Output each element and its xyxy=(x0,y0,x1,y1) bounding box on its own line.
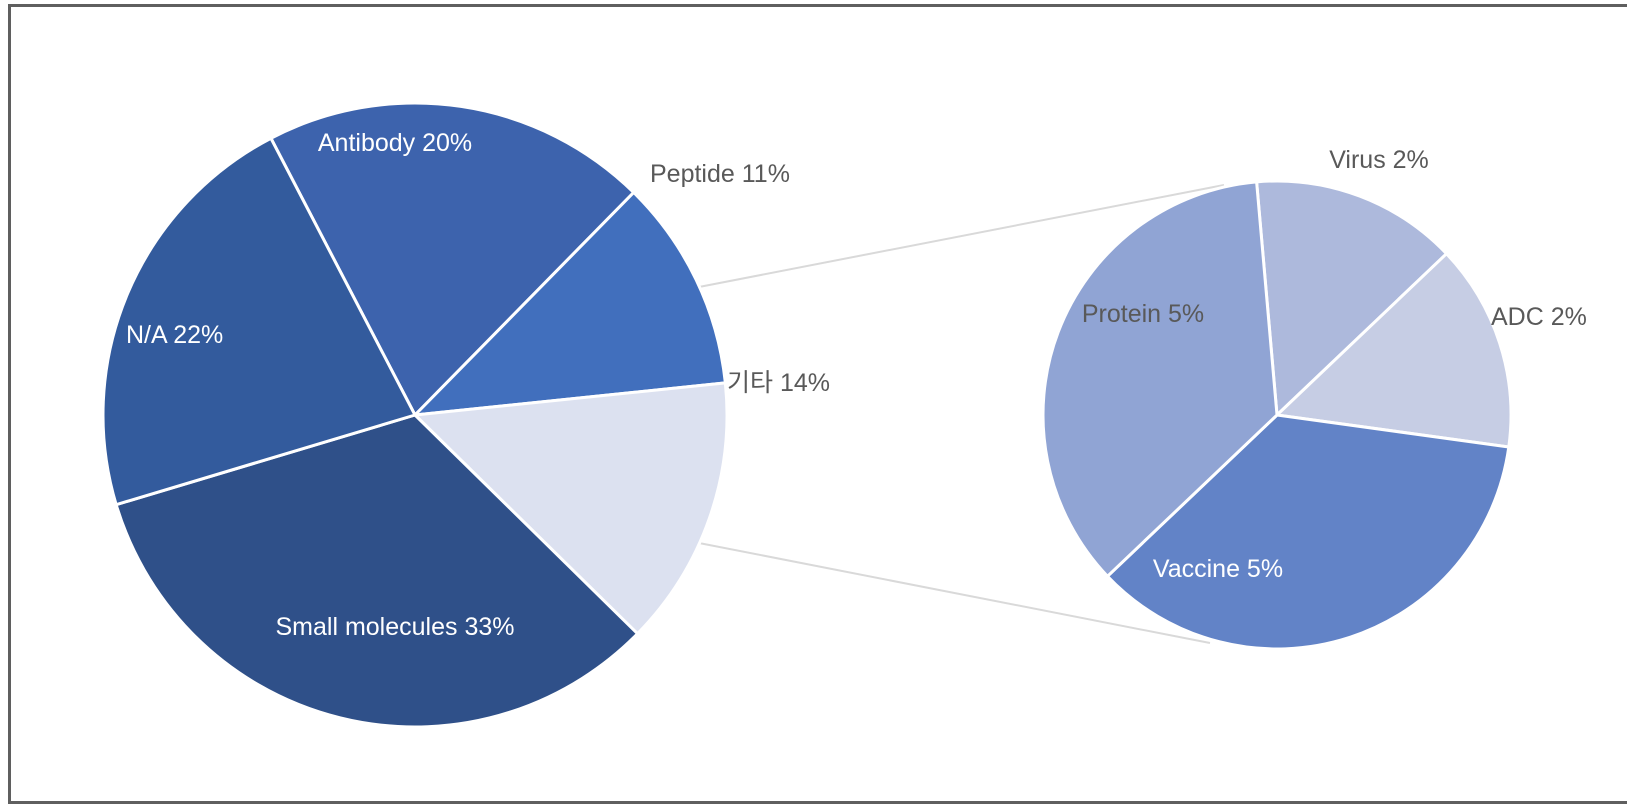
connector-lines xyxy=(698,184,1225,644)
pie-slice-vaccine xyxy=(1105,413,1511,651)
data-label-n-a: N/A 22% xyxy=(126,321,223,349)
pie-slice-virus xyxy=(1254,179,1449,419)
data-label-vaccine: Vaccine 5% xyxy=(1153,555,1283,583)
connector-line-top xyxy=(698,184,1225,288)
data-label-virus: Virus 2% xyxy=(1329,146,1429,174)
pie-slice-peptide xyxy=(411,190,727,417)
data-label-adc: ADC 2% xyxy=(1491,303,1587,331)
data-label-small-molecules: Small molecules 33% xyxy=(276,613,515,641)
pie-slice-antibody xyxy=(268,101,636,418)
pie-of-pie-chart: Antibody 20% Peptide 11% 기타 14% Small molec… xyxy=(101,101,1587,729)
data-label-other: 기타 14% xyxy=(727,369,830,397)
connector-line-bottom xyxy=(698,542,1211,644)
pie-slice-protein xyxy=(1041,180,1279,579)
pie-slice-other xyxy=(411,381,729,636)
pie-slice-adc xyxy=(1273,251,1513,449)
pie-2: Virus 2% ADC 2% Vaccine 5% Protein 5% xyxy=(1041,146,1587,651)
pie-slice-n-a xyxy=(101,136,418,507)
data-label-protein: Protein 5% xyxy=(1082,300,1204,328)
pie-1: Antibody 20% Peptide 11% 기타 14% Small molec… xyxy=(101,101,830,729)
data-label-antibody: Antibody 20% xyxy=(318,129,472,157)
pie-slice-small-molecules xyxy=(114,413,640,729)
data-label-peptide: Peptide 11% xyxy=(650,160,790,188)
